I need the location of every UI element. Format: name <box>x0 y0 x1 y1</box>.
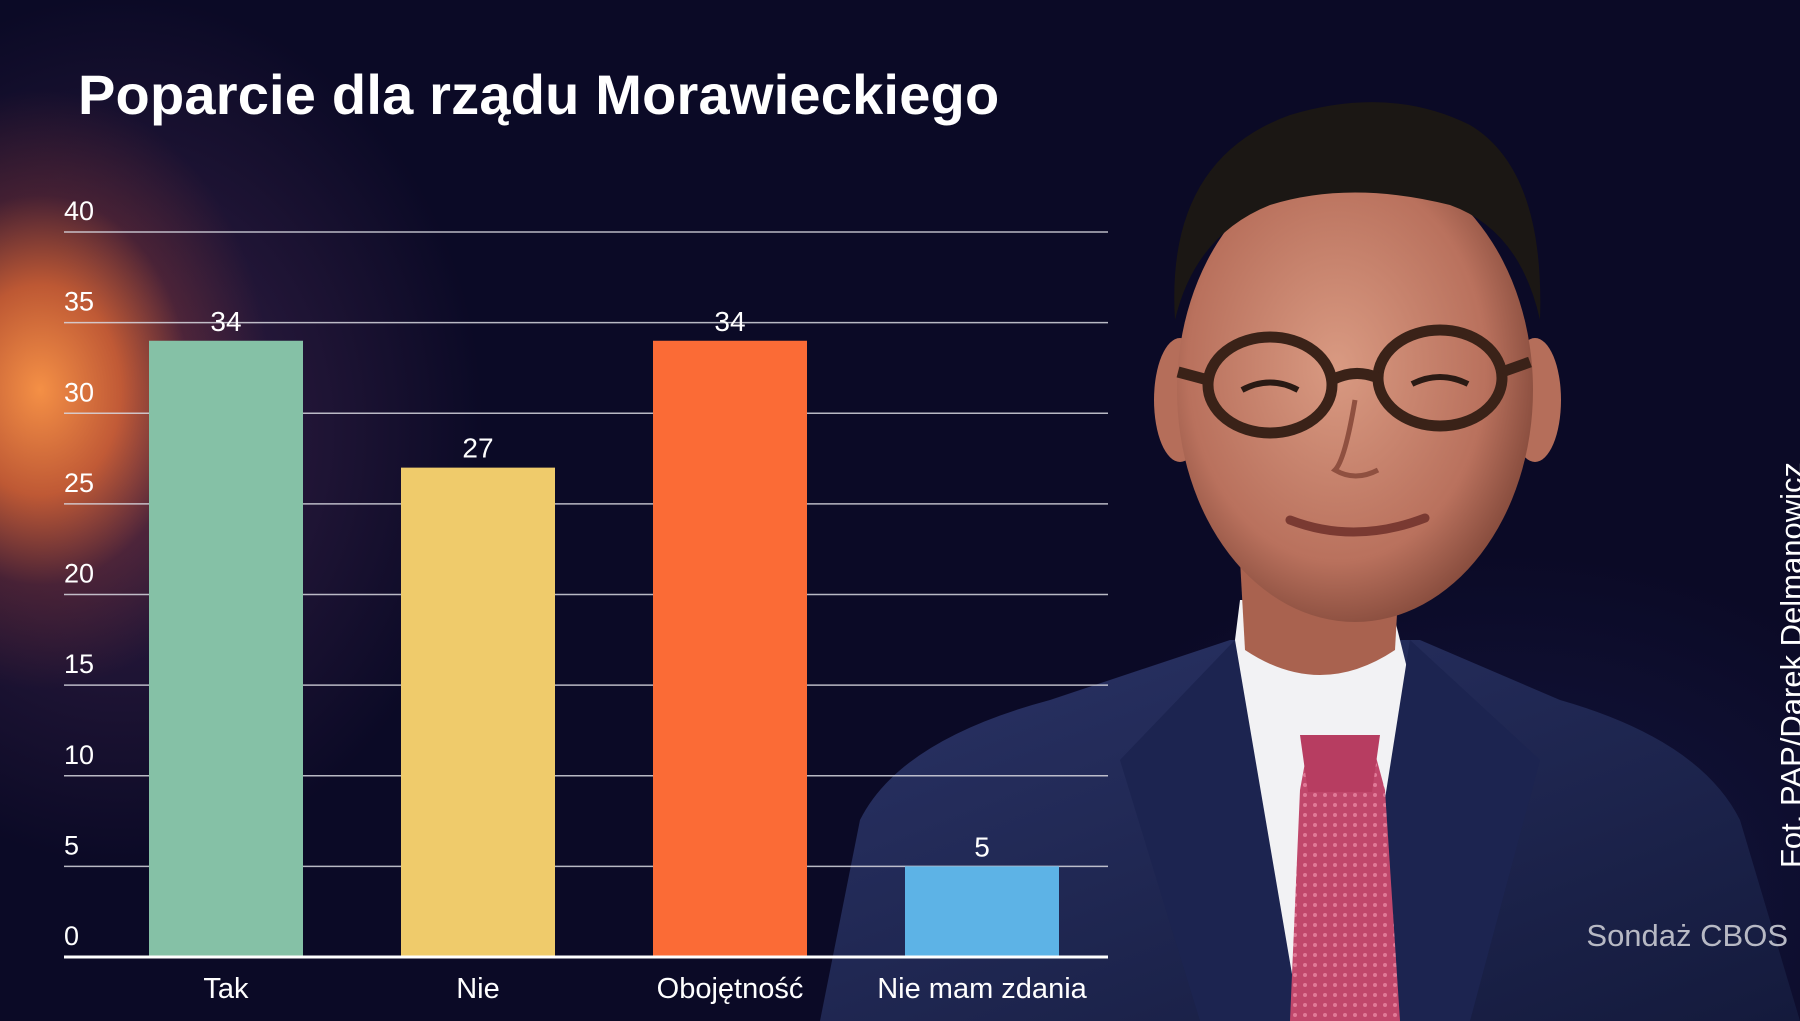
y-tick-label: 20 <box>64 559 94 589</box>
category-label: Nie <box>456 973 500 1005</box>
y-tick-label: 5 <box>64 830 79 860</box>
data-label: 27 <box>462 433 493 464</box>
data-label: 34 <box>210 306 241 337</box>
category-label: Obojętność <box>657 973 804 1005</box>
bar-1 <box>401 467 555 957</box>
y-tick-label: 35 <box>64 287 94 317</box>
bar-2 <box>653 340 807 957</box>
y-tick-label: 40 <box>64 196 94 226</box>
photo-credit: Fot. PAP/Darek Delmanowicz <box>1774 462 1800 868</box>
y-tick-label: 0 <box>64 921 79 951</box>
y-tick-label: 15 <box>64 649 94 679</box>
bar-3 <box>905 866 1059 957</box>
y-tick-label: 25 <box>64 468 94 498</box>
chart-title: Poparcie dla rządu Morawieckiego <box>78 63 1000 126</box>
source-note: Sondaż CBOS <box>1586 918 1788 953</box>
category-label: Tak <box>203 973 249 1005</box>
y-tick-label: 30 <box>64 377 94 407</box>
data-label: 5 <box>974 831 990 862</box>
bar-0 <box>149 340 303 957</box>
data-label: 34 <box>714 306 745 337</box>
y-tick-label: 10 <box>64 740 94 770</box>
category-label: Nie mam zdania <box>877 973 1087 1005</box>
